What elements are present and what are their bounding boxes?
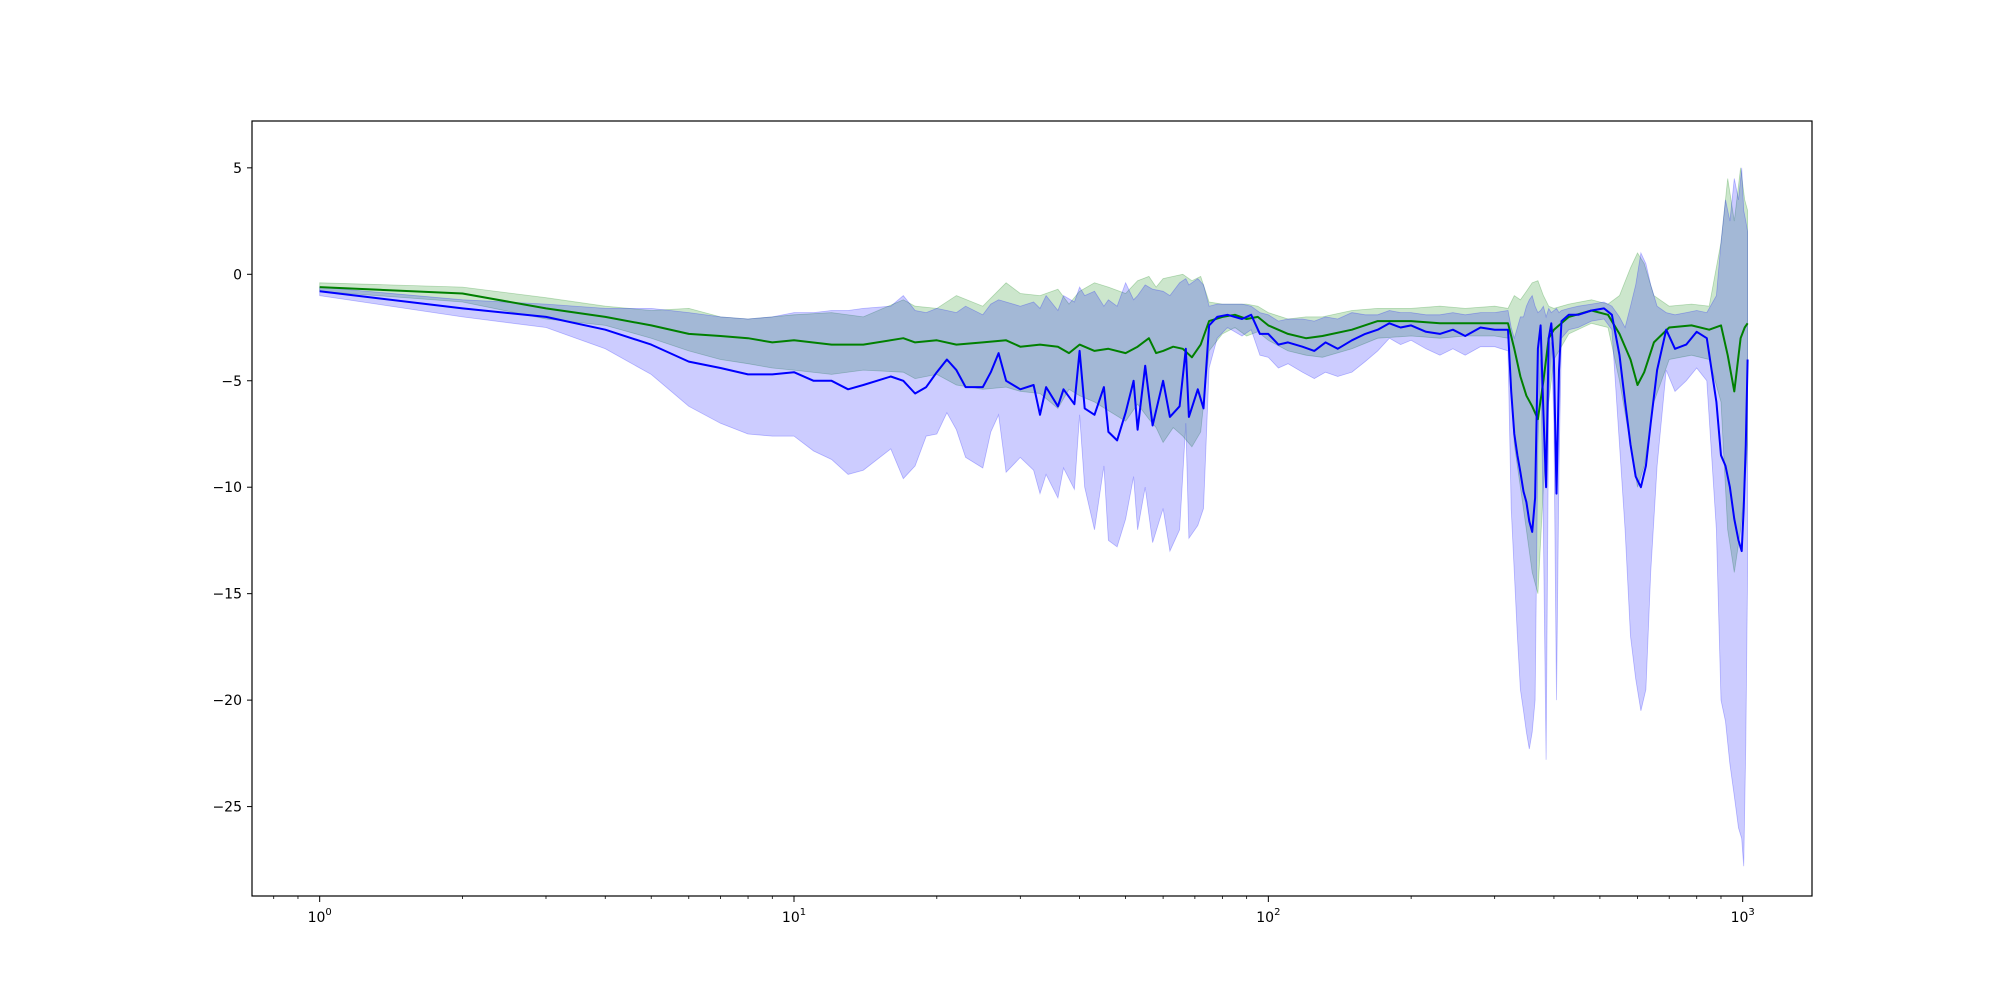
y-axis: 5 0 −5 −10 −15 −20 −25 — [212, 161, 252, 816]
y-tick-label: −20 — [212, 693, 242, 709]
y-tick-label: −25 — [212, 800, 242, 816]
y-tick-label: 0 — [233, 267, 242, 283]
x-tick-label: 100 — [308, 907, 332, 926]
y-tick-label: −10 — [212, 480, 242, 496]
y-tick-label: −15 — [212, 587, 242, 603]
x-axis: 100 101 102 103 — [273, 896, 1755, 926]
y-tick-label: 5 — [233, 161, 242, 177]
confidence-bands — [319, 167, 1748, 867]
x-tick-label: 103 — [1731, 907, 1755, 926]
series-1-line — [319, 290, 1749, 553]
x-tick-label: 102 — [1256, 907, 1280, 926]
series-lines — [319, 286, 1749, 553]
series-0-line — [319, 286, 1749, 421]
x-tick-label: 101 — [782, 907, 806, 926]
plot-frame — [251, 120, 1813, 897]
series-0-band — [319, 167, 1748, 594]
y-tick-label: −5 — [221, 374, 242, 390]
series-1-band — [319, 167, 1748, 867]
